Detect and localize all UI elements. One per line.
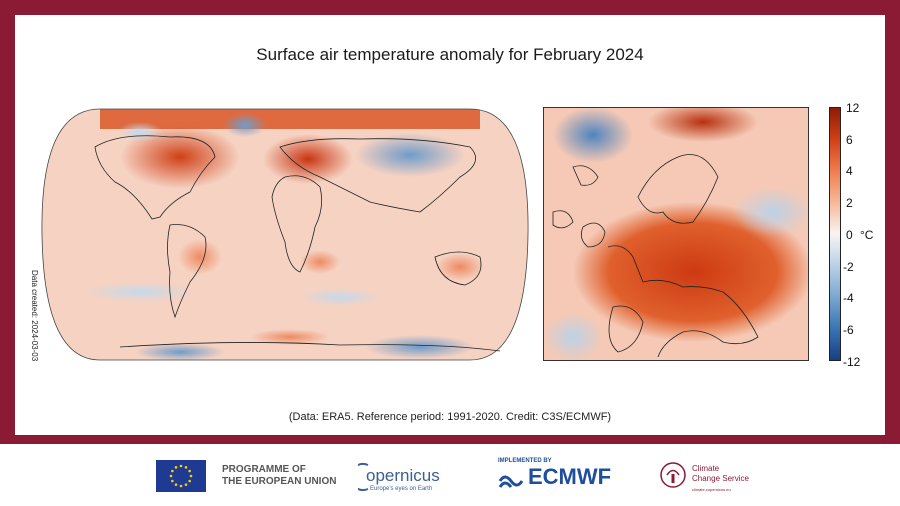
eu-star-icon (189, 474, 193, 478)
copernicus-name: opernicus (366, 466, 440, 485)
eu-star-icon (179, 464, 183, 468)
eu-line-2: THE EUROPEAN UNION (222, 476, 337, 487)
eu-line-1: PROGRAMME OF (222, 464, 306, 475)
c3s-line-1: Climate (692, 464, 720, 473)
credit-text: (Data: ERA5. Reference period: 1991-2020… (288, 411, 612, 423)
figure-title: Surface air temperature anomaly for Febr… (256, 45, 644, 64)
c3s-url: climate.copernicus.eu (692, 487, 731, 492)
footer-logos (0, 444, 900, 506)
ecmwf-implemented-by: IMPLEMENTED BY (498, 458, 552, 464)
c3s-logo-icon (660, 462, 686, 488)
ecmwf-name: ECMWF (528, 464, 612, 489)
eu-star-icon (174, 466, 178, 469)
colorbar-unit: °C (860, 228, 874, 242)
eu-programme-text: PROGRAMME OF THE EUROPEAN UNION (222, 464, 336, 488)
colorbar-tick: 0 (846, 228, 853, 242)
c3s-line-2: Change Service (692, 474, 749, 483)
copernicus-logo-icon (358, 463, 369, 491)
eu-star-icon (184, 466, 188, 469)
colorbar-tick: -4 (843, 291, 854, 305)
colorbar-tick: -6 (843, 323, 854, 337)
colorbar-tick: 4 (846, 164, 853, 178)
eu-flag-icon (156, 460, 206, 492)
ecmwf-logo-icon (498, 475, 524, 488)
europe-anomaly-map (543, 107, 809, 361)
eu-star-icon (188, 479, 191, 483)
eu-star-icon (188, 469, 191, 473)
colorbar-tick: -2 (843, 260, 854, 274)
global-anomaly-map (41, 108, 529, 361)
colorbar-tick: 12 (846, 101, 860, 115)
eu-star-icon (179, 484, 183, 488)
copernicus-tagline: Europe's eyes on Earth (370, 486, 433, 492)
eu-star-icon (171, 469, 174, 473)
c3s-text: Climate Change Service (692, 464, 749, 484)
colorbar (829, 107, 841, 361)
eu-star-icon (184, 483, 188, 486)
eu-star-icon (169, 474, 173, 478)
colorbar-tick: 6 (846, 133, 853, 147)
colorbar-tick: 2 (846, 196, 853, 210)
eu-star-icon (171, 479, 174, 483)
date-created-label: Data created: 2024-03-03 (30, 270, 39, 362)
eu-star-icon (174, 483, 178, 486)
colorbar-tick: -12 (843, 355, 861, 369)
